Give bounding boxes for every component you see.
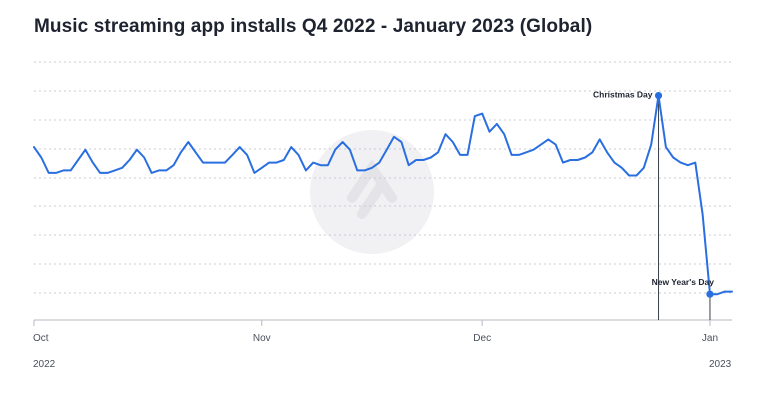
x-tick-label: Nov — [253, 333, 271, 344]
chart-grid — [34, 61, 732, 294]
year-label: 2023 — [709, 359, 732, 370]
x-tick-label: Dec — [473, 333, 491, 344]
x-tick-label: Jan — [702, 333, 718, 344]
annotation-marker — [706, 290, 714, 298]
annotation-label: Christmas Day — [593, 90, 653, 100]
labels-layer: Christmas Day New Year's Day — [593, 90, 714, 298]
x-axis: Oct Nov Dec Jan 2022 2023 — [33, 319, 732, 370]
annotation-label: New Year's Day — [652, 277, 715, 287]
chart-title: Music streaming app installs Q4 2022 - J… — [34, 16, 593, 37]
annotation-lines — [658, 95, 711, 320]
annotation-marker — [654, 91, 663, 100]
series-layer — [33, 94, 733, 296]
x-tick-label: Oct — [33, 333, 49, 344]
series-line — [33, 94, 733, 296]
year-label: 2022 — [33, 359, 56, 370]
